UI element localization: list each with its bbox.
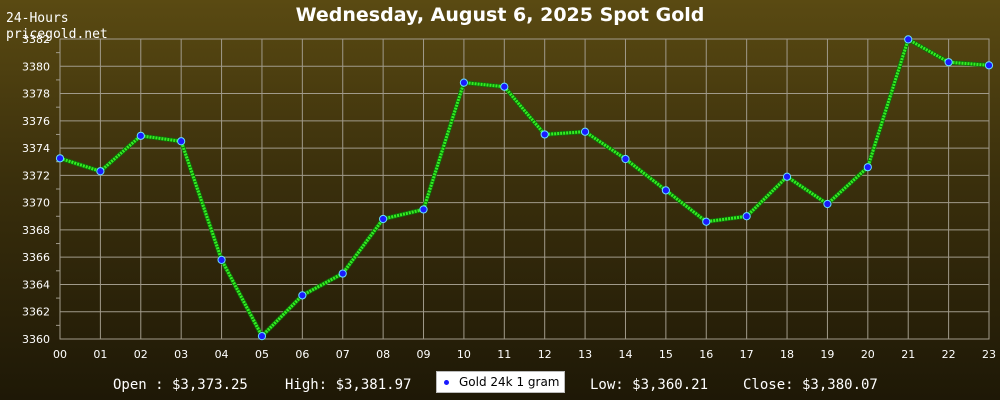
x-tick-label: 18 [780, 348, 794, 361]
data-point [177, 137, 186, 146]
x-tick-label: 11 [497, 348, 511, 361]
x-tick-label: 02 [134, 348, 148, 361]
y-tick-label: 3364 [22, 278, 50, 291]
axes: 00 01 02 03 04 05 06 07 08 09 10 11 12 13 14 15 16 17 18 19… [22, 33, 996, 361]
data-point [863, 163, 872, 172]
x-tick-label: 19 [820, 348, 834, 361]
data-point [379, 214, 388, 224]
data-point [419, 205, 428, 214]
x-tick-label: 03 [174, 348, 188, 361]
y-tick-label: 3362 [22, 306, 50, 319]
x-tick-label: 00 [53, 348, 67, 361]
data-point [984, 61, 994, 70]
data-point [459, 78, 469, 87]
open-price: Open : $3,373.25 [113, 377, 248, 393]
y-tick-label: 3374 [22, 142, 50, 155]
x-tick-label: 10 [457, 348, 471, 361]
x-tick-label: 04 [215, 348, 229, 361]
series-line-layer [59, 37, 990, 339]
site-label: pricegold.net [6, 27, 108, 42]
x-tick-label: 23 [982, 348, 996, 361]
y-tick-label: 3380 [22, 60, 50, 73]
legend-label: Gold 24k 1 gram [459, 375, 560, 389]
x-tick-label: 17 [740, 348, 754, 361]
high-price: High: $3,381.97 [285, 377, 412, 393]
x-tick-label: 20 [861, 348, 875, 361]
x-tick-label: 15 [659, 348, 673, 361]
y-tick-label: 3378 [22, 88, 50, 101]
y-tick-label: 3360 [22, 333, 50, 346]
data-point [823, 199, 832, 209]
data-point [55, 154, 65, 163]
data-point [540, 130, 549, 139]
data-point [96, 167, 105, 176]
data-point [298, 291, 307, 300]
series-line-shadow [59, 37, 990, 339]
x-tick-label: 07 [336, 348, 350, 361]
y-tick-label: 3376 [22, 115, 50, 128]
series-points [55, 35, 994, 341]
low-price: Low: $3,360.21 [590, 377, 709, 393]
x-tick-label: 22 [942, 348, 956, 361]
x-tick-label: 08 [376, 348, 390, 361]
legend-marker-icon [444, 379, 449, 385]
period-label: 24-Hours [6, 11, 69, 26]
data-point [338, 269, 347, 278]
y-tick-label: 3370 [22, 197, 50, 210]
data-point [621, 154, 630, 164]
data-point [217, 255, 226, 265]
x-tick-label: 09 [417, 348, 431, 361]
data-point [661, 186, 670, 195]
data-point [500, 82, 509, 91]
x-tick-label: 16 [699, 348, 713, 361]
x-tick-label: 13 [578, 348, 592, 361]
data-point [904, 35, 913, 44]
data-point [257, 332, 267, 341]
x-tick-label: 21 [901, 348, 915, 361]
y-tick-label: 3382 [22, 33, 50, 46]
y-tick-label: 3368 [22, 224, 50, 237]
series-line [59, 37, 990, 338]
data-point [136, 131, 145, 140]
data-point [742, 212, 751, 221]
chart-title: Wednesday, August 6, 2025 Spot Gold [295, 4, 705, 26]
close-price: Close: $3,380.07 [743, 377, 878, 393]
data-point [944, 58, 953, 67]
legend: Gold 24k 1 gram [436, 371, 565, 393]
x-tick-label: 06 [295, 348, 309, 361]
data-point [702, 217, 711, 226]
x-tick-label: 05 [255, 348, 269, 361]
y-tick-label: 3372 [22, 169, 50, 182]
x-tick-label: 12 [538, 348, 552, 361]
y-tick-label: 3366 [22, 251, 50, 264]
data-point [580, 127, 590, 136]
x-tick-label: 01 [93, 348, 107, 361]
x-tick-label: 14 [618, 348, 632, 361]
data-point [782, 172, 792, 181]
